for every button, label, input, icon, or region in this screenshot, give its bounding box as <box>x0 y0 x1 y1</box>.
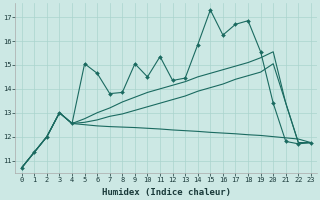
X-axis label: Humidex (Indice chaleur): Humidex (Indice chaleur) <box>102 188 231 197</box>
